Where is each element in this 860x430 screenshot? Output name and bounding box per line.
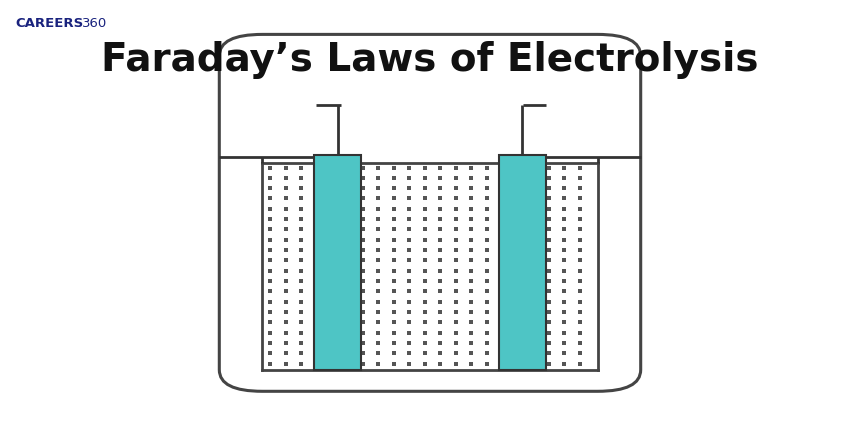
Bar xyxy=(499,155,546,370)
FancyBboxPatch shape xyxy=(219,34,641,391)
Text: Faraday’s Laws of Electrolysis: Faraday’s Laws of Electrolysis xyxy=(101,41,759,79)
Text: CAREERS: CAREERS xyxy=(15,17,83,30)
Text: 360: 360 xyxy=(82,17,107,30)
Bar xyxy=(314,155,361,370)
